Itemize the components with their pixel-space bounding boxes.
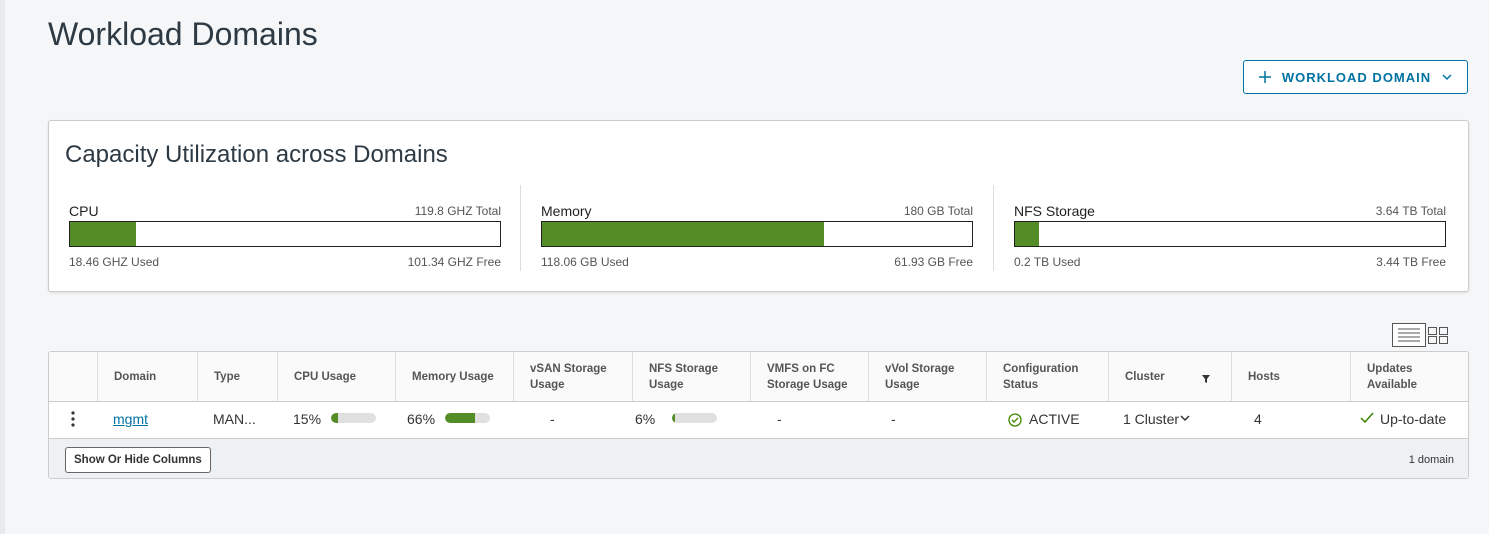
cpu-usage: 15% [293, 411, 322, 427]
row-actions[interactable] [69, 410, 77, 428]
capacity-name: CPU [69, 203, 99, 219]
column-label: vSAN Storage Usage [530, 362, 607, 391]
capacity-section: CPU 119.8 GHZ Total 18.46 GHZ Used 101.34 G… [69, 185, 501, 275]
column-label: Hosts [1248, 370, 1280, 383]
column-header: NFS Storage Usage [632, 352, 750, 401]
capacity-free: 61.93 GB Free [894, 255, 973, 269]
vsan-usage: - [550, 411, 555, 427]
vvol-usage: - [891, 411, 896, 427]
check-icon [1360, 412, 1374, 424]
column-header: vSAN Storage Usage [513, 352, 632, 401]
capacity-free: 101.34 GHZ Free [407, 255, 501, 269]
list-view[interactable] [1392, 323, 1426, 347]
cluster-label: 1 Cluster [1123, 411, 1180, 427]
capacity-bar-track [1014, 221, 1446, 247]
domain-link[interactable]: mgmt [113, 411, 148, 427]
column-label: Type [214, 370, 240, 383]
capacity-total: 119.8 GHZ Total [414, 204, 501, 218]
column-header: Hosts [1231, 352, 1350, 401]
chevron-icon [1442, 74, 1452, 81]
cpu-bar [331, 413, 338, 423]
column-label: Memory Usage [412, 370, 494, 383]
filter-icon[interactable] [1201, 374, 1211, 384]
capacity-bar [1015, 222, 1039, 246]
capacity-bar-track [69, 221, 501, 247]
column-label: vVol Storage Usage [885, 362, 955, 391]
divider [520, 185, 521, 271]
capacity-section: NFS Storage 3.64 TB Total 0.2 TB Used 3.44 … [1014, 185, 1446, 275]
table-row: mgmt MAN... 15% 66% - 6% - - ACTIVE 1 Cl… [49, 401, 1468, 439]
column-header: Configuration Status [986, 352, 1108, 401]
column-header: Updates Available [1350, 352, 1468, 401]
column-header: VMFS on FC Storage Usage [750, 352, 868, 401]
table-footer: Show Or Hide Columns 1 domain [49, 439, 1468, 478]
capacity-name: NFS Storage [1014, 203, 1095, 219]
capacity-section: Memory 180 GB Total 118.06 GB Used 61.93 GB… [541, 185, 973, 275]
side-strip [0, 0, 5, 534]
capacity-name: Memory [541, 203, 592, 219]
updates-cell: Up-to-date [1380, 411, 1447, 427]
nfs-usage: 6% [635, 411, 656, 427]
column-label: VMFS on FC Storage Usage [767, 362, 848, 391]
capacity-bar [70, 222, 137, 246]
column-header: Type [197, 352, 277, 401]
nfs-bar-track [672, 413, 717, 423]
capacity-total: 3.64 TB Total [1375, 204, 1446, 218]
page-title: Workload Domains [48, 16, 318, 52]
column-header: Domain [97, 352, 197, 401]
column-header: Cluster [1108, 352, 1231, 401]
view-icons [1392, 323, 1448, 347]
view-toggle [1392, 323, 1448, 352]
capacity-free: 3.44 TB Free [1376, 255, 1446, 269]
capacity-used: 118.06 GB Used [541, 255, 629, 269]
divider [993, 185, 994, 271]
type-cell: MAN... [213, 411, 256, 427]
column-label: CPU Usage [294, 370, 356, 383]
add-domain-button[interactable]: WORKLOAD DOMAIN [1243, 60, 1468, 94]
capacity-total: 180 GB Total [903, 204, 973, 218]
vmfs-usage: - [777, 411, 782, 427]
table-header: Domain Type CPU Usage Memory Usage vSAN Stor… [49, 352, 1468, 402]
column-label: Cluster [1125, 370, 1165, 383]
chevron [1180, 415, 1190, 422]
grid-view[interactable] [1428, 327, 1448, 344]
nfs-bar [672, 413, 675, 423]
capacity-card: Capacity Utilization across Domains CPU 1… [48, 120, 1469, 292]
memory-bar [445, 413, 475, 423]
memory-bar-track [445, 413, 490, 423]
capacity-bar [542, 222, 825, 246]
column-header: Memory Usage [395, 352, 513, 401]
column-label: Configuration Status [1003, 362, 1079, 391]
show-hide-button[interactable]: Show Or Hide Columns [65, 447, 211, 473]
column-label: Domain [114, 370, 157, 383]
cluster-cell[interactable]: 1 Cluster [1123, 411, 1191, 427]
capacity-bar-track [541, 221, 973, 247]
card-title: Capacity Utilization across Domains [65, 141, 448, 168]
button-label: WORKLOAD DOMAIN [1281, 69, 1432, 85]
column-header [49, 352, 97, 401]
status-icon [1008, 413, 1022, 427]
column-label: NFS Storage Usage [649, 362, 719, 391]
hosts-cell: 4 [1254, 411, 1262, 427]
memory-usage: 66% [407, 411, 436, 427]
column-label: Updates Available [1367, 362, 1418, 391]
column-header: CPU Usage [277, 352, 395, 401]
status-cell: ACTIVE [1029, 411, 1080, 427]
capacity-used: 0.2 TB Used [1014, 255, 1081, 269]
domains-table: Domain Type CPU Usage Memory Usage vSAN Stor… [48, 351, 1469, 479]
capacity-used: 18.46 GHZ Used [69, 255, 160, 269]
row-count: 1 domain [1408, 454, 1454, 466]
plus-icon [1258, 71, 1271, 83]
column-header: vVol Storage Usage [868, 352, 986, 401]
cpu-bar-track [331, 413, 376, 423]
